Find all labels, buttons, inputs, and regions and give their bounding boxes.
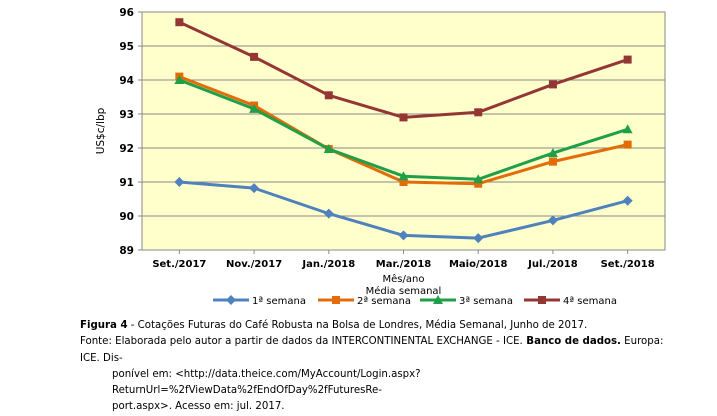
data-point bbox=[548, 157, 557, 166]
data-point bbox=[249, 183, 260, 194]
legend-marker-3 bbox=[433, 295, 443, 304]
x-axis-sublabel: Média semanal bbox=[366, 285, 442, 297]
data-point bbox=[398, 171, 409, 181]
legend-label-4: 4ª semana bbox=[563, 296, 617, 307]
figure-text: - Cotações Futuras do Café Robusta na Bo… bbox=[127, 320, 588, 331]
data-point bbox=[174, 75, 185, 84]
data-point bbox=[399, 178, 408, 186]
data-point bbox=[473, 174, 484, 184]
data-point bbox=[399, 113, 408, 122]
legend-marker-4 bbox=[538, 296, 546, 304]
data-point bbox=[249, 103, 260, 113]
plot-area bbox=[141, 11, 666, 251]
y-tick-label: 92 bbox=[119, 143, 134, 155]
source-label: Fonte: bbox=[80, 336, 112, 348]
x-tick-label: Mar./2018 bbox=[376, 259, 432, 270]
chart: 89 90 91 92 93 94 95 96 Set./2017 Nov./2017 Jan./2… bbox=[95, 7, 666, 307]
y-tick-label: 94 bbox=[119, 75, 134, 87]
y-tick-label: 96 bbox=[119, 7, 134, 19]
data-point bbox=[547, 148, 558, 158]
y-tick-label: 90 bbox=[119, 211, 134, 223]
data-point bbox=[323, 144, 334, 154]
legend-marker-2 bbox=[332, 296, 340, 304]
x-tick-label: Nov./2017 bbox=[226, 259, 282, 270]
source-text: Elaborada pelo autor a partir de dados d… bbox=[111, 336, 523, 348]
data-point bbox=[398, 230, 409, 241]
data-point bbox=[474, 108, 483, 117]
data-point bbox=[174, 177, 185, 187]
x-tick-label: Maio/2018 bbox=[449, 259, 508, 270]
figure-caption: Figura 4 - Cotações Futuras do Café Robu… bbox=[80, 318, 680, 416]
line-chart: 89 90 91 92 93 94 95 96 Set./2017 Nov./2017 Jan./2… bbox=[95, 7, 666, 307]
data-point bbox=[623, 140, 632, 149]
x-axis-label: Mês/ano bbox=[383, 273, 425, 285]
source-line-2: ponível em: <http://data.theice.com/MyAc… bbox=[112, 368, 421, 397]
data-point bbox=[473, 233, 484, 244]
legend-marker-1 bbox=[226, 295, 236, 305]
data-point bbox=[474, 179, 483, 188]
legend-label-3: 3ª semana bbox=[459, 296, 513, 307]
data-point bbox=[622, 195, 633, 206]
data-point bbox=[548, 80, 557, 89]
data-point bbox=[623, 55, 632, 64]
y-tick-label: 93 bbox=[119, 109, 134, 121]
source-tail: Europa: ICE. Dis- bbox=[80, 336, 664, 364]
x-tick-label: Jul./2018 bbox=[527, 259, 578, 270]
data-point bbox=[547, 215, 558, 226]
data-point bbox=[250, 52, 259, 61]
x-tick-label: Jan./2018 bbox=[301, 259, 355, 270]
legend-label-1: 1ª semana bbox=[252, 296, 306, 307]
data-point bbox=[323, 208, 334, 219]
y-tick-label: 89 bbox=[119, 245, 134, 257]
data-point bbox=[324, 91, 333, 100]
source-note: Fonte: Elaborada pelo autor a partir de … bbox=[80, 334, 680, 367]
source-bold: Banco de dados. bbox=[522, 336, 621, 348]
legend-label-2: 2ª semana bbox=[357, 296, 411, 307]
data-point bbox=[622, 124, 633, 134]
x-tick-label: Set./2017 bbox=[152, 259, 206, 270]
figure-title: Figura 4 - Cotações Futuras do Café Robu… bbox=[80, 318, 680, 334]
x-tick-label: Set./2018 bbox=[601, 259, 655, 270]
y-axis-label: US$c/lbp bbox=[95, 107, 107, 154]
figure-label: Figura 4 bbox=[80, 320, 128, 331]
y-tick-label: 91 bbox=[119, 177, 134, 189]
y-tick-label: 95 bbox=[119, 41, 134, 53]
data-point bbox=[175, 18, 184, 27]
